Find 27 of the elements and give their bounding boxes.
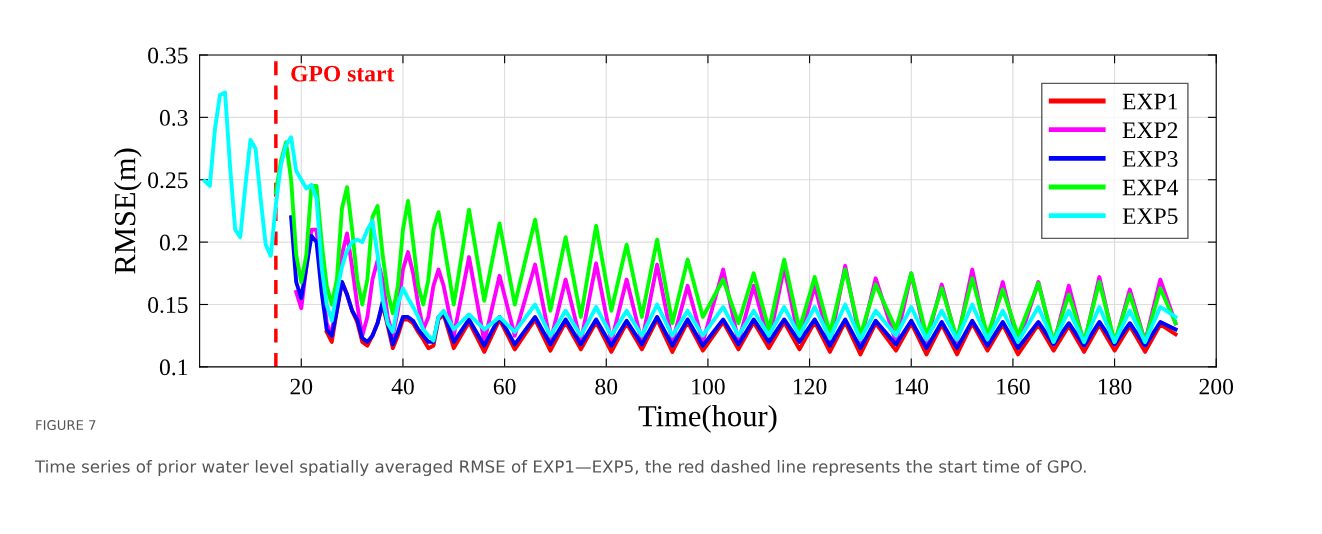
- x-tick-label: 40: [391, 378, 414, 395]
- x-tick-label: 60: [493, 378, 516, 395]
- y-tick-label: 0.2: [159, 234, 188, 251]
- legend-label: EXP4: [1122, 179, 1179, 196]
- legend-label: EXP1: [1122, 93, 1178, 110]
- y-tick-label: 0.1: [159, 359, 188, 376]
- legend-label: EXP3: [1122, 150, 1178, 167]
- legend-label: EXP5: [1122, 208, 1178, 225]
- y-tick-label: 0.25: [148, 172, 188, 189]
- y-tick-label: 0.35: [148, 47, 188, 64]
- x-tick-label: 200: [1199, 378, 1234, 395]
- x-tick-label: 140: [895, 378, 929, 395]
- caption: FIGURE 7: [36, 420, 96, 431]
- ref-line-label: GPO start: [291, 65, 395, 82]
- x-tick-label: 120: [793, 378, 827, 395]
- x-axis-title: Time(hour): [638, 404, 777, 433]
- x-tick-label: 20: [290, 378, 313, 395]
- x-tick-label: 160: [997, 378, 1030, 395]
- x-tick-label: 180: [1098, 378, 1132, 395]
- line-series: [202, 90, 1178, 344]
- y-axis-title: RMSE(m): [113, 148, 142, 274]
- text: Time series of prior water level spatially averaged RMSE of EXP1—EXP5, the red dashed line represents the start time of GPO.: [34, 459, 1086, 477]
- y-tick-label: 0.15: [148, 296, 188, 314]
- x-tick-label: 80: [595, 378, 618, 395]
- x-tick-label: 100: [692, 378, 725, 395]
- y-tick-label: 0.3: [159, 109, 188, 126]
- legend-label: EXP2: [1122, 122, 1178, 138]
